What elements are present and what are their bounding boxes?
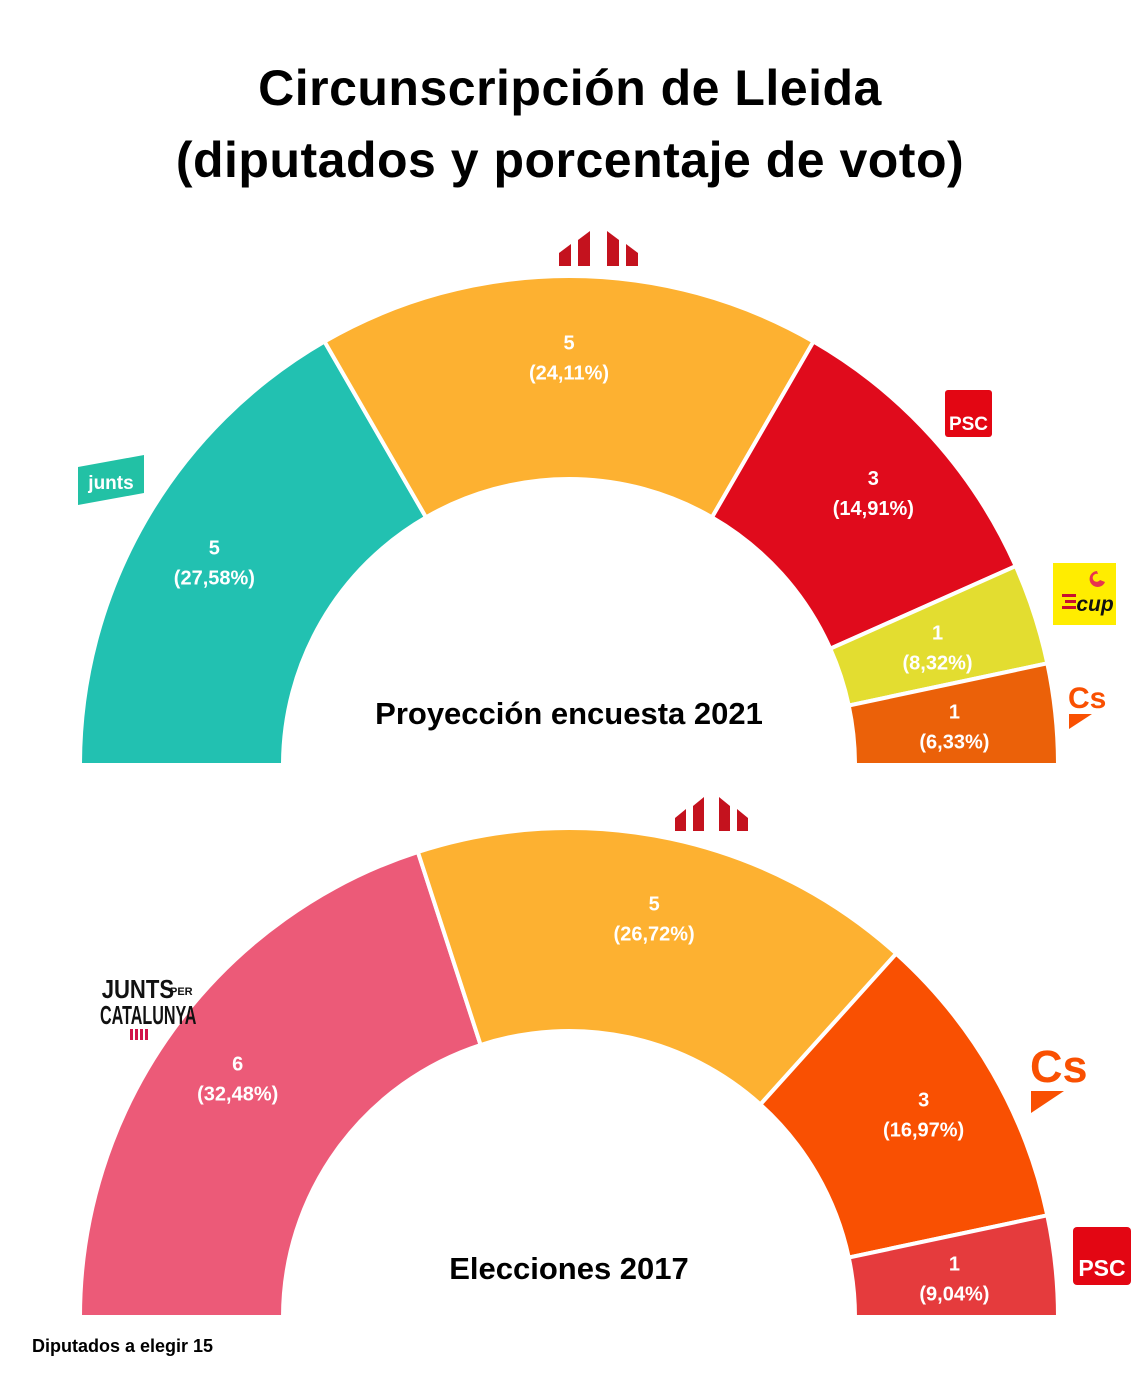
cup-logo-text: cup — [1076, 593, 1114, 616]
chart-caption: Proyección encuesta 2021 — [375, 696, 763, 731]
seats-label: 3 — [918, 1089, 929, 1111]
seats-label: 1 — [949, 701, 960, 723]
percent-label: (6,33%) — [919, 731, 989, 753]
seats-label: 6 — [232, 1053, 243, 1075]
segment-cs — [846, 660, 1061, 767]
junts-logo: junts — [78, 455, 144, 505]
seats-label: 5 — [209, 537, 220, 559]
junts-logo-text: junts — [87, 473, 133, 494]
junts-per-catalunya-logo: JUNTS PER CATALUNYA — [100, 975, 197, 1040]
psc-logo: PSC — [1073, 1227, 1131, 1285]
jxcat-logo-line1: JUNTS — [102, 975, 174, 1004]
percent-label: (24,11%) — [529, 363, 609, 385]
seats-label: 5 — [563, 333, 574, 355]
segment-psc — [846, 1212, 1061, 1319]
segment-junts — [77, 338, 429, 767]
percent-label: (9,04%) — [919, 1283, 989, 1305]
cup-logo: cup — [1053, 563, 1116, 625]
seats-label: 3 — [868, 468, 879, 490]
psc-logo: PSC — [945, 390, 992, 437]
percent-label: (27,58%) — [174, 567, 255, 589]
chart-projection-2021: 5 (27,58%) 5 (24,11%) 3 (14,91%) 1 (8,32%) 1 (6,3… — [77, 274, 1061, 767]
percent-label: (16,97%) — [883, 1119, 964, 1141]
percent-label: (14,91%) — [833, 498, 914, 520]
seats-to-elect-note: Diputados a elegir 15 — [32, 1336, 214, 1356]
erc-logo — [559, 231, 638, 266]
psc-logo-text: PSC — [949, 414, 988, 435]
chart-title-line2: (diputados y porcentaje de voto) — [175, 132, 965, 188]
percent-label: (8,32%) — [903, 652, 973, 674]
segment-junts-per-catalunya — [77, 849, 484, 1319]
segment-erc — [321, 274, 817, 521]
seats-label: 1 — [949, 1253, 960, 1275]
seats-label: 1 — [932, 622, 943, 644]
psc-logo-text: PSC — [1078, 1255, 1125, 1281]
seats-label: 5 — [649, 893, 660, 915]
cs-logo-text: Cs — [1030, 1041, 1088, 1092]
chart-caption: Elecciones 2017 — [449, 1251, 689, 1286]
cs-logo: Cs — [1030, 1041, 1088, 1113]
chart-title-line1: Circunscripción de Lleida — [258, 60, 882, 116]
cs-logo: Cs — [1068, 682, 1106, 729]
jxcat-logo-per: PER — [170, 986, 193, 998]
chart-elections-2017: 6 (32,48%) 5 (26,72%) 3 (16,97%) 1 (9,04%) Elecc… — [77, 826, 1061, 1319]
percent-label: (32,48%) — [197, 1083, 278, 1105]
erc-logo — [675, 797, 748, 831]
jxcat-logo-line2: CATALUNYA — [100, 1000, 197, 1030]
percent-label: (26,72%) — [614, 923, 695, 945]
cs-logo-text: Cs — [1068, 682, 1106, 715]
segment-erc — [415, 826, 900, 1108]
